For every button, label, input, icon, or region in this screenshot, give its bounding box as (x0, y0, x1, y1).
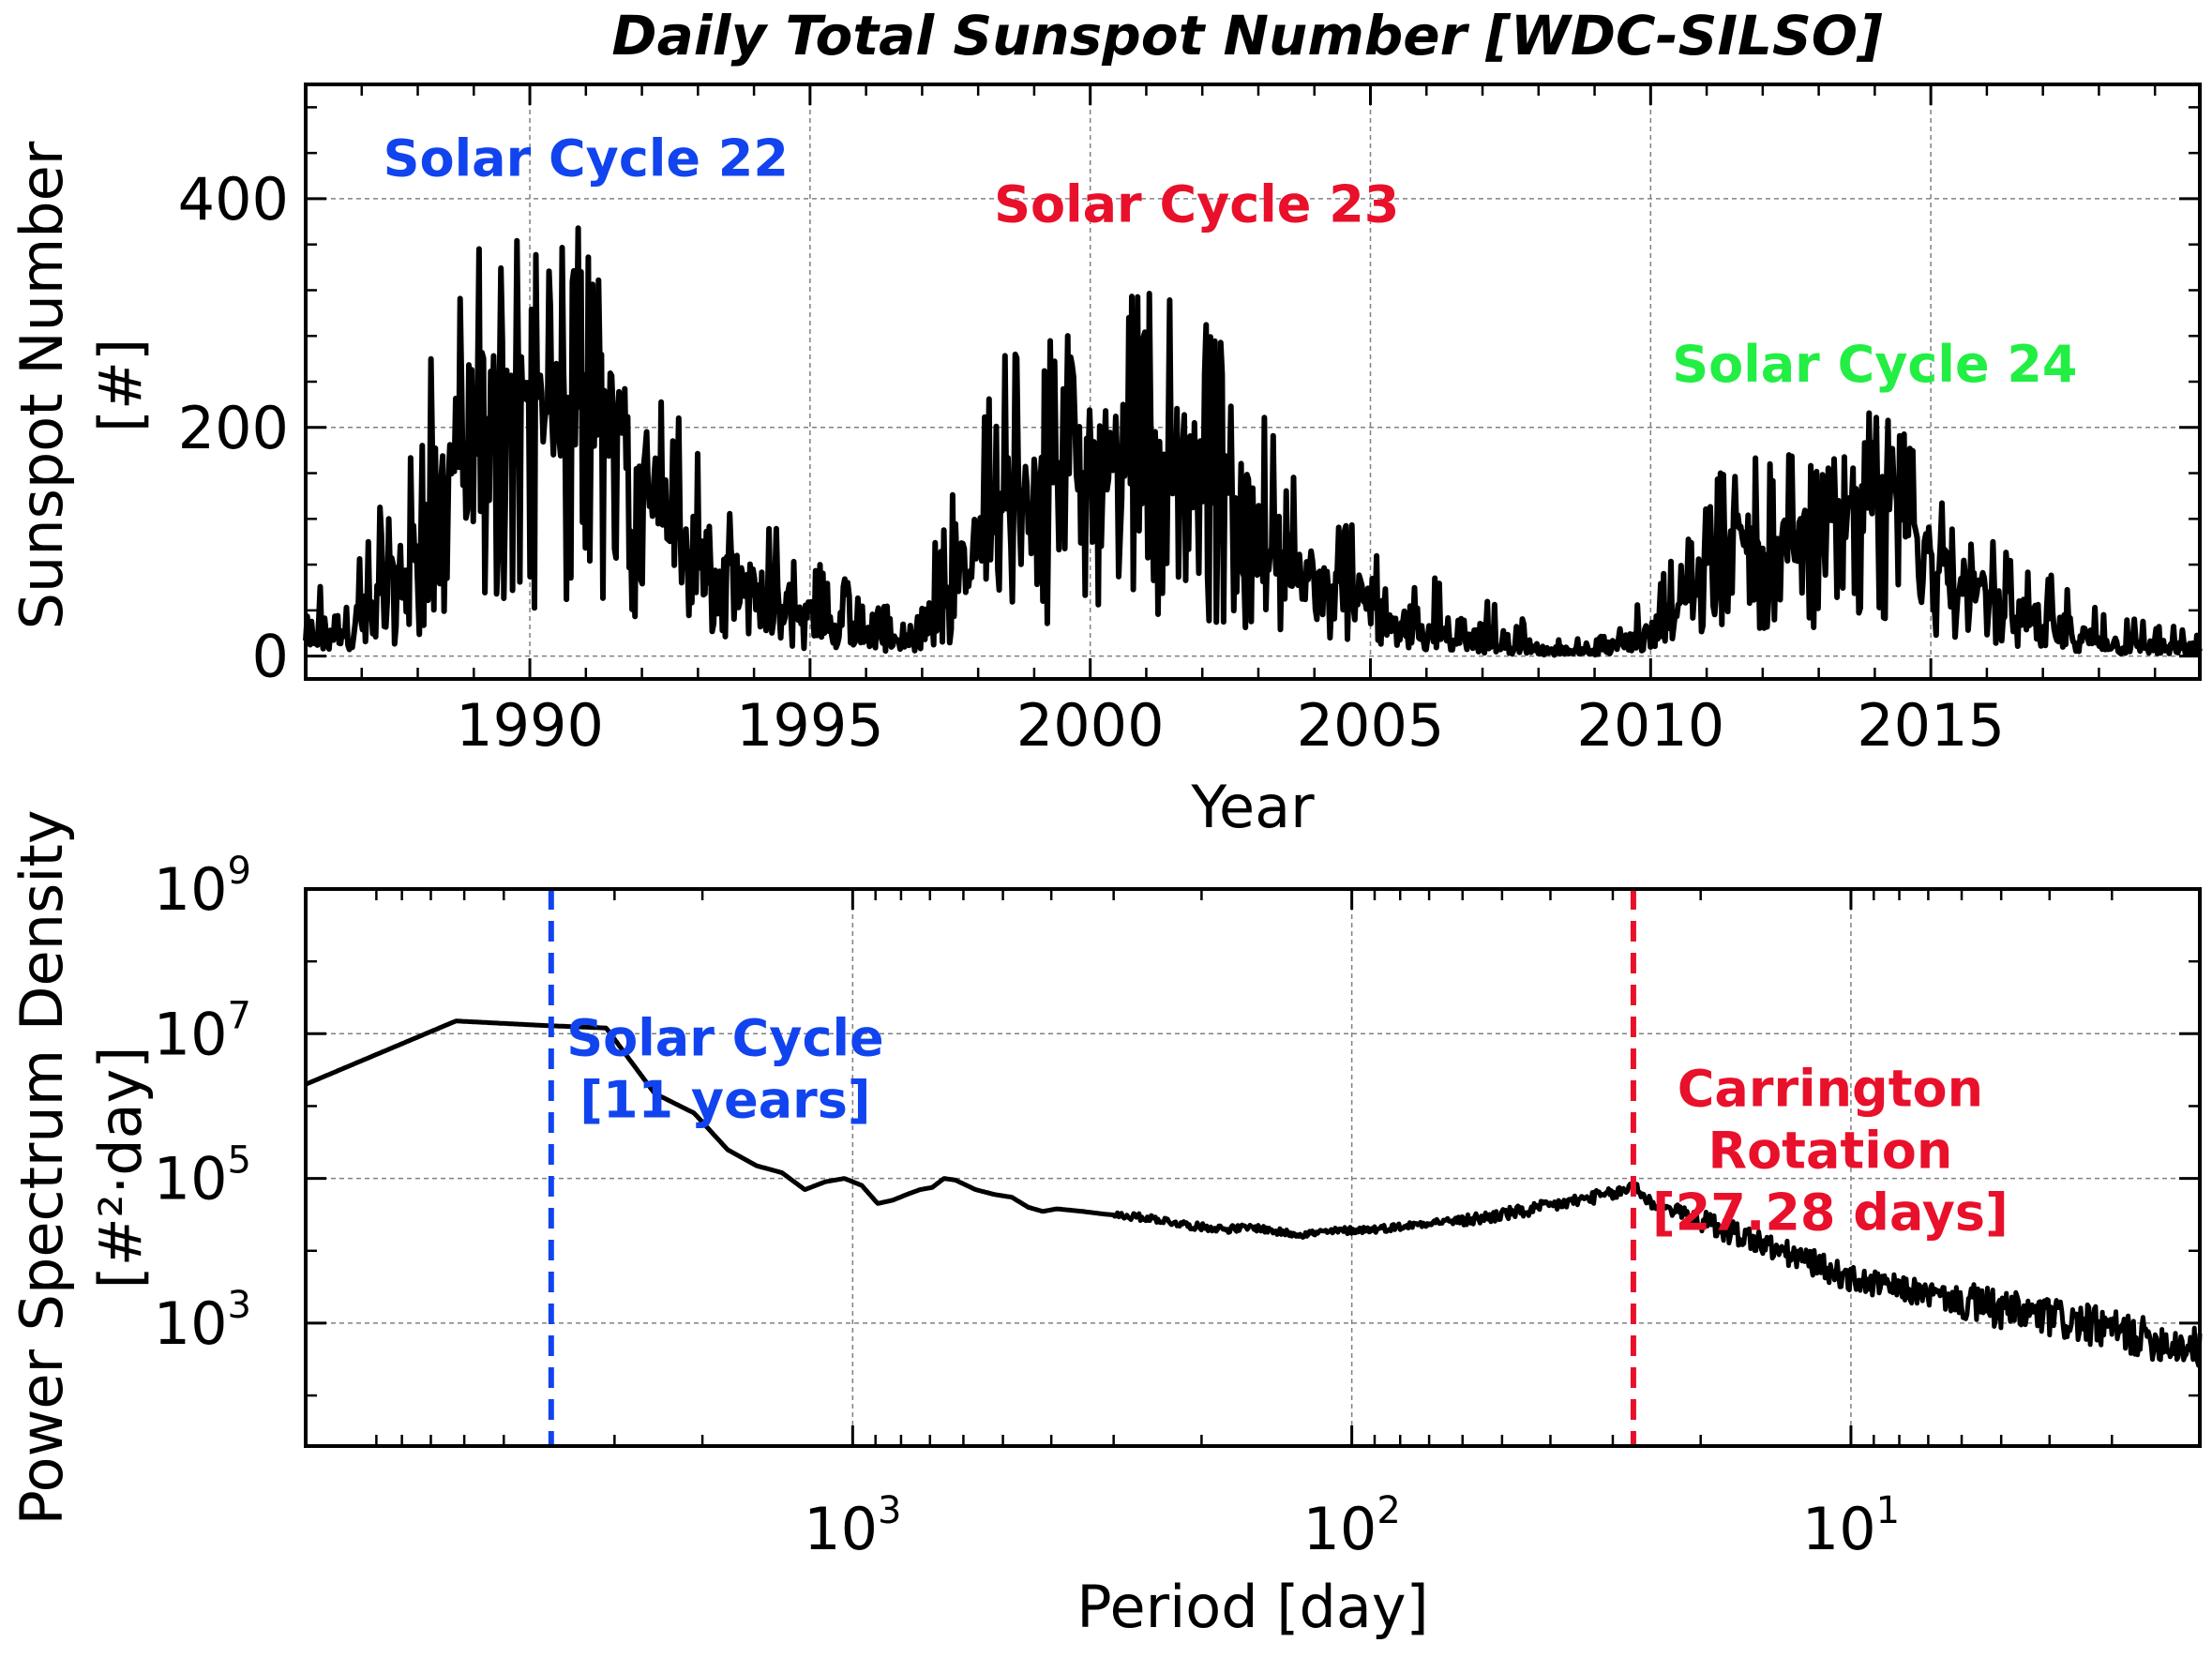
annotation-carrington: Carrington (1678, 1059, 1983, 1118)
figure-title: Daily Total Sunspot Number [WDC-SILSO] (611, 4, 1882, 68)
bottom-y-axis-label-line1: Power Spectrum Density (8, 809, 76, 1525)
annotation-27-28-days: [27.28 days] (1652, 1183, 2009, 1242)
top-xtick-label: 1990 (456, 691, 604, 760)
bottom-x-axis-label: Period [day] (1076, 1573, 1428, 1641)
top-y-axis-label-line2: [#] (86, 339, 155, 432)
annotation-solar-cycle-22: Solar Cycle 22 (384, 129, 789, 188)
bottom-xtick-label: 101 (1802, 1489, 1900, 1563)
top-ytick-label: 400 (178, 165, 289, 234)
bottom-xtick-exponent: 1 (1876, 1489, 1900, 1532)
bottom-ytick-exponent: 9 (228, 850, 251, 893)
sunspot-time-series-panel: 1990 1995 2000 2005 2010 2015 0 200 400 Solar Cy… (8, 83, 2203, 841)
psd-series (304, 1018, 2203, 1368)
bottom-xtick-exponent: 2 (1377, 1489, 1400, 1532)
annotation-solar-cycle: Solar Cycle (566, 1009, 883, 1068)
top-xtick-label: 2005 (1297, 691, 1445, 760)
bottom-xtick-label: 102 (1302, 1489, 1400, 1563)
annotation-solar-cycle-24: Solar Cycle 24 (1672, 335, 2077, 394)
annotation-solar-cycle-23: Solar Cycle 23 (994, 174, 1399, 234)
bottom-ytick-exponent: 5 (228, 1139, 251, 1183)
annotation-rotation: Rotation (1708, 1121, 1952, 1180)
top-annotations: Solar Cycle 22 Solar Cycle 23 Solar Cycle … (384, 129, 2078, 394)
bottom-xtick-label: 103 (804, 1489, 901, 1563)
top-ytick-label: 200 (178, 394, 289, 462)
bottom-ytick-label: 107 (154, 994, 251, 1068)
top-plot-frame (304, 83, 2202, 681)
bottom-ytick-exponent: 3 (228, 1284, 251, 1327)
bottom-y-axis-label-line2: [#²·day] (86, 1047, 155, 1289)
annotation-11-years: [11 years] (579, 1071, 870, 1130)
top-xtick-label: 2000 (1016, 691, 1165, 760)
period-markers (548, 889, 1636, 1446)
bottom-plot-frame (304, 887, 2202, 1448)
bottom-ytick-label: 109 (154, 850, 251, 924)
top-x-axis-label: Year (1190, 773, 1315, 841)
top-xtick-label: 2010 (1576, 691, 1724, 760)
top-xtick-label: 1995 (736, 691, 884, 760)
power-spectrum-panel: 103 102 101 103 105 107 109 Solar Cycle[11 yea… (8, 809, 2203, 1641)
top-y-axis-label-line1: Sunspot Number (8, 141, 76, 629)
bottom-ytick-label: 103 (154, 1284, 251, 1358)
top-xtick-label: 2015 (1857, 691, 2005, 760)
bottom-ytick-label: 105 (154, 1139, 251, 1213)
psd-line (304, 1018, 2203, 1368)
sunspot-daily-line (303, 225, 2203, 658)
bottom-xtick-exponent: 3 (878, 1489, 901, 1532)
top-ytick-label: 0 (252, 623, 289, 691)
bottom-ytick-exponent: 7 (228, 994, 251, 1037)
sunspot-series (303, 225, 2203, 658)
bottom-annotations: Solar Cycle[11 years] CarringtonRotation[… (566, 1009, 2009, 1243)
top-ticks: 1990 1995 2000 2005 2010 2015 0 200 400 (178, 84, 2200, 760)
